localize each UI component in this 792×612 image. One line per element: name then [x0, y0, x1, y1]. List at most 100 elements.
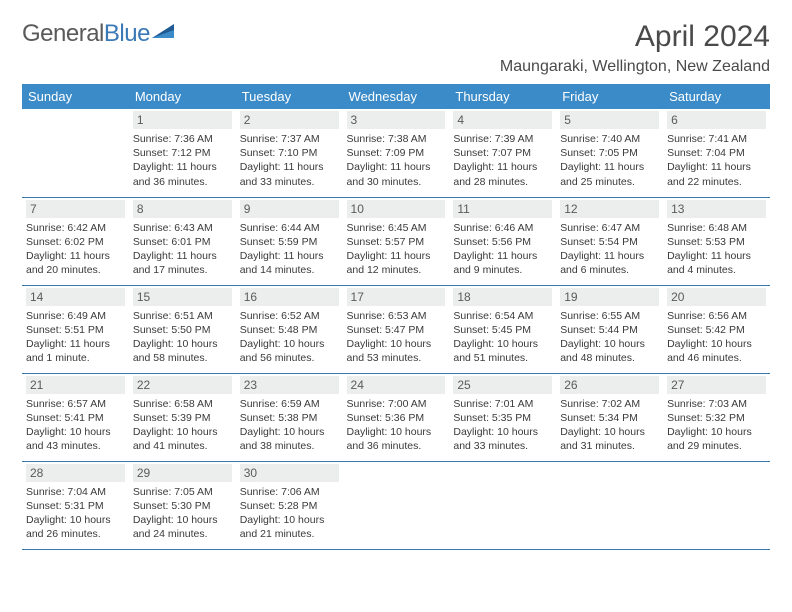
brand-part2: Blue	[104, 20, 150, 47]
calendar-week-row: 7Sunrise: 6:42 AMSunset: 6:02 PMDaylight…	[22, 197, 770, 285]
day-info: Sunrise: 6:53 AMSunset: 5:47 PMDaylight:…	[347, 309, 446, 366]
sunset-text: Sunset: 5:30 PM	[133, 499, 232, 513]
day-number: 18	[453, 288, 552, 306]
sunrise-text: Sunrise: 6:48 AM	[667, 221, 766, 235]
daylight-text: Daylight: 11 hours and 12 minutes.	[347, 249, 446, 277]
sunrise-text: Sunrise: 7:02 AM	[560, 397, 659, 411]
sunset-text: Sunset: 5:47 PM	[347, 323, 446, 337]
sunset-text: Sunset: 5:56 PM	[453, 235, 552, 249]
calendar-week-row: .1Sunrise: 7:36 AMSunset: 7:12 PMDayligh…	[22, 109, 770, 197]
day-info: Sunrise: 6:46 AMSunset: 5:56 PMDaylight:…	[453, 221, 552, 278]
sunset-text: Sunset: 7:12 PM	[133, 146, 232, 160]
calendar-day-cell: .	[343, 461, 450, 549]
daylight-text: Daylight: 11 hours and 14 minutes.	[240, 249, 339, 277]
calendar-day-cell: 15Sunrise: 6:51 AMSunset: 5:50 PMDayligh…	[129, 285, 236, 373]
sunrise-text: Sunrise: 6:56 AM	[667, 309, 766, 323]
day-number: 20	[667, 288, 766, 306]
day-header: Saturday	[663, 84, 770, 109]
daylight-text: Daylight: 10 hours and 38 minutes.	[240, 425, 339, 453]
calendar-day-cell: 25Sunrise: 7:01 AMSunset: 5:35 PMDayligh…	[449, 373, 556, 461]
sunset-text: Sunset: 6:01 PM	[133, 235, 232, 249]
day-info: Sunrise: 7:36 AMSunset: 7:12 PMDaylight:…	[133, 132, 232, 189]
day-info: Sunrise: 6:56 AMSunset: 5:42 PMDaylight:…	[667, 309, 766, 366]
day-number: 4	[453, 111, 552, 129]
day-info: Sunrise: 6:52 AMSunset: 5:48 PMDaylight:…	[240, 309, 339, 366]
day-number: 22	[133, 376, 232, 394]
day-info: Sunrise: 7:00 AMSunset: 5:36 PMDaylight:…	[347, 397, 446, 454]
daylight-text: Daylight: 10 hours and 41 minutes.	[133, 425, 232, 453]
sunrise-text: Sunrise: 7:36 AM	[133, 132, 232, 146]
calendar-day-cell: 20 Sunrise: 6:56 AMSunset: 5:42 PMDayligh…	[663, 285, 770, 373]
calendar-day-cell: 4Sunrise: 7:39 AMSunset: 7:07 PMDaylight…	[449, 109, 556, 197]
daylight-text: Daylight: 10 hours and 58 minutes.	[133, 337, 232, 365]
day-info: Sunrise: 7:40 AMSunset: 7:05 PMDaylight:…	[560, 132, 659, 189]
sunset-text: Sunset: 5:38 PM	[240, 411, 339, 425]
calendar-day-cell: 1Sunrise: 7:36 AMSunset: 7:12 PMDaylight…	[129, 109, 236, 197]
daylight-text: Daylight: 10 hours and 51 minutes.	[453, 337, 552, 365]
day-number: 8	[133, 200, 232, 218]
sunset-text: Sunset: 5:28 PM	[240, 499, 339, 513]
sunrise-text: Sunrise: 7:06 AM	[240, 485, 339, 499]
day-info: Sunrise: 7:05 AMSunset: 5:30 PMDaylight:…	[133, 485, 232, 542]
calendar-day-cell: 30Sunrise: 7:06 AMSunset: 5:28 PMDayligh…	[236, 461, 343, 549]
sunrise-text: Sunrise: 6:49 AM	[26, 309, 125, 323]
daylight-text: Daylight: 11 hours and 6 minutes.	[560, 249, 659, 277]
sunset-text: Sunset: 7:04 PM	[667, 146, 766, 160]
day-header: Friday	[556, 84, 663, 109]
calendar-week-row: 21Sunrise: 6:57 AMSunset: 5:41 PMDayligh…	[22, 373, 770, 461]
calendar-day-cell: 23Sunrise: 6:59 AMSunset: 5:38 PMDayligh…	[236, 373, 343, 461]
daylight-text: Daylight: 11 hours and 20 minutes.	[26, 249, 125, 277]
page-title: April 2024	[500, 20, 770, 54]
day-info: Sunrise: 6:47 AMSunset: 5:54 PMDaylight:…	[560, 221, 659, 278]
day-number: 16	[240, 288, 339, 306]
daylight-text: Daylight: 10 hours and 48 minutes.	[560, 337, 659, 365]
sunset-text: Sunset: 5:42 PM	[667, 323, 766, 337]
day-number: 7	[26, 200, 125, 218]
sunrise-text: Sunrise: 7:39 AM	[453, 132, 552, 146]
daylight-text: Daylight: 10 hours and 29 minutes.	[667, 425, 766, 453]
calendar-table: SundayMondayTuesdayWednesdayThursdayFrid…	[22, 84, 770, 550]
calendar-day-cell: .	[449, 461, 556, 549]
day-number: 29	[133, 464, 232, 482]
brand-part1: General	[22, 20, 104, 47]
sunset-text: Sunset: 5:59 PM	[240, 235, 339, 249]
calendar-day-cell: 14 Sunrise: 6:49 AMSunset: 5:51 PMDayligh…	[22, 285, 129, 373]
calendar-body: . 1Sunrise: 7:36 AMSunset: 7:12 PMDayligh…	[22, 109, 770, 549]
day-info: Sunrise: 6:49 AMSunset: 5:51 PMDaylight:…	[26, 309, 125, 366]
day-number: 12	[560, 200, 659, 218]
daylight-text: Daylight: 10 hours and 26 minutes.	[26, 513, 125, 541]
day-number: 2	[240, 111, 339, 129]
day-header: Sunday	[22, 84, 129, 109]
sunset-text: Sunset: 5:31 PM	[26, 499, 125, 513]
day-info: Sunrise: 6:59 AMSunset: 5:38 PMDaylight:…	[240, 397, 339, 454]
sunset-text: Sunset: 5:34 PM	[560, 411, 659, 425]
daylight-text: Daylight: 10 hours and 46 minutes.	[667, 337, 766, 365]
day-number: 27	[667, 376, 766, 394]
daylight-text: Daylight: 10 hours and 31 minutes.	[560, 425, 659, 453]
day-header: Monday	[129, 84, 236, 109]
sunrise-text: Sunrise: 6:54 AM	[453, 309, 552, 323]
daylight-text: Daylight: 11 hours and 33 minutes.	[240, 160, 339, 188]
sunrise-text: Sunrise: 7:04 AM	[26, 485, 125, 499]
sunset-text: Sunset: 5:36 PM	[347, 411, 446, 425]
day-number: 14	[26, 288, 125, 306]
sunrise-text: Sunrise: 6:57 AM	[26, 397, 125, 411]
calendar-day-cell: 28 Sunrise: 7:04 AMSunset: 5:31 PMDayligh…	[22, 461, 129, 549]
calendar-day-cell: 26Sunrise: 7:02 AMSunset: 5:34 PMDayligh…	[556, 373, 663, 461]
calendar-day-cell: 22Sunrise: 6:58 AMSunset: 5:39 PMDayligh…	[129, 373, 236, 461]
day-info: Sunrise: 7:41 AMSunset: 7:04 PMDaylight:…	[667, 132, 766, 189]
sunrise-text: Sunrise: 6:52 AM	[240, 309, 339, 323]
sunset-text: Sunset: 5:44 PM	[560, 323, 659, 337]
calendar-day-cell: 7Sunrise: 6:42 AMSunset: 6:02 PMDaylight…	[22, 197, 129, 285]
sunrise-text: Sunrise: 6:55 AM	[560, 309, 659, 323]
calendar-day-cell: 27Sunrise: 7:03 AMSunset: 5:32 PMDayligh…	[663, 373, 770, 461]
sunrise-text: Sunrise: 6:51 AM	[133, 309, 232, 323]
day-number: 28	[26, 464, 125, 482]
daylight-text: Daylight: 10 hours and 33 minutes.	[453, 425, 552, 453]
sunset-text: Sunset: 7:09 PM	[347, 146, 446, 160]
day-header: Wednesday	[343, 84, 450, 109]
day-info: Sunrise: 6:51 AMSunset: 5:50 PMDaylight:…	[133, 309, 232, 366]
daylight-text: Daylight: 10 hours and 43 minutes.	[26, 425, 125, 453]
day-header: Thursday	[449, 84, 556, 109]
sunset-text: Sunset: 6:02 PM	[26, 235, 125, 249]
